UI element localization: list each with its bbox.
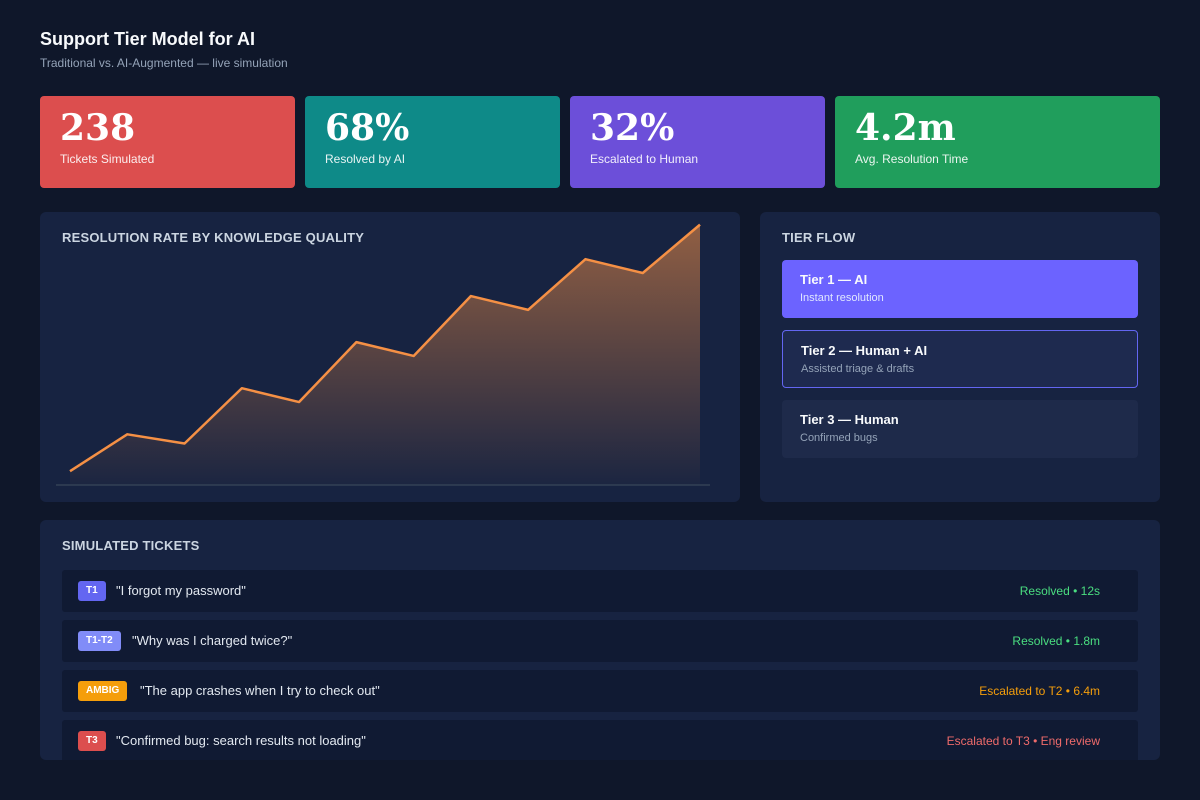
ticket-status: Escalated to T2 • 6.4m [979, 684, 1100, 698]
ticket-text: "Confirmed bug: search results not loadi… [116, 733, 366, 748]
tier-desc: Instant resolution [800, 292, 884, 304]
page-title: Support Tier Model for AI [40, 29, 255, 49]
kpi-value: 68% [325, 107, 410, 149]
kpi-label: Avg. Resolution Time [855, 152, 969, 166]
tier-flow-panel: TIER FLOW Tier 1 — AI Instant resolution… [760, 212, 1160, 502]
tier-1-card[interactable]: Tier 1 — AI Instant resolution [782, 260, 1138, 318]
chart-area [70, 224, 700, 485]
tier-2-card[interactable]: Tier 2 — Human + AI Assisted triage & dr… [782, 330, 1138, 388]
kpi-value: 4.2m [855, 107, 956, 149]
tier-name: Tier 1 — AI [800, 272, 868, 287]
chart-panel: RESOLUTION RATE BY KNOWLEDGE QUALITY [40, 212, 740, 502]
chart-line [69, 223, 701, 473]
kpi-label: Resolved by AI [325, 152, 406, 166]
ticket-badge: T1-T2 [78, 631, 121, 651]
ticket-row[interactable]: T3 "Confirmed bug: search results not lo… [62, 720, 1138, 760]
kpi-label: Tickets Simulated [60, 152, 155, 166]
page-subtitle: Traditional vs. AI-Augmented — live simu… [40, 56, 288, 70]
ticket-text: "The app crashes when I try to check out… [140, 683, 380, 698]
kpi-label: Escalated to Human [590, 152, 699, 166]
tier-name: Tier 3 — Human [800, 412, 899, 427]
tier-desc: Assisted triage & drafts [801, 363, 915, 375]
kpi-resolved-by-ai: 68% Resolved by AI [305, 96, 560, 188]
ticket-badge: AMBIG [78, 681, 128, 701]
ticket-text: "Why was I charged twice?" [132, 633, 293, 648]
ticket-status: Resolved • 12s [1019, 584, 1100, 598]
ticket-row[interactable]: AMBIG "The app crashes when I try to che… [62, 670, 1138, 712]
tier-name: Tier 2 — Human + AI [801, 343, 928, 358]
tier-3-card[interactable]: Tier 3 — Human Confirmed bugs [782, 400, 1138, 458]
ticket-status: Escalated to T3 • Eng review [946, 734, 1100, 748]
ticket-badge: T1 [78, 581, 106, 601]
tickets-panel: SIMULATED TICKETS T1 "I forgot my passwo… [40, 520, 1160, 760]
ticket-row[interactable]: T1-T2 "Why was I charged twice?" Resolve… [62, 620, 1138, 662]
chart-title: RESOLUTION RATE BY KNOWLEDGE QUALITY [62, 230, 365, 245]
tier-flow-title: TIER FLOW [782, 230, 856, 245]
tier-desc: Confirmed bugs [800, 432, 878, 444]
kpi-value: 238 [60, 107, 136, 149]
ticket-row[interactable]: T1 "I forgot my password" Resolved • 12s [62, 570, 1138, 612]
resolution-chart [56, 223, 710, 486]
kpi-avg-resolution-time: 4.2m Avg. Resolution Time [835, 96, 1160, 188]
tickets-title: SIMULATED TICKETS [62, 538, 200, 553]
kpi-value: 32% [590, 107, 675, 149]
kpi-escalated-to-human: 32% Escalated to Human [570, 96, 825, 188]
kpi-tickets-simulated: 238 Tickets Simulated [40, 96, 295, 188]
ticket-status: Resolved • 1.8m [1012, 634, 1100, 648]
ticket-badge: T3 [78, 731, 106, 751]
ticket-text: "I forgot my password" [116, 583, 246, 598]
